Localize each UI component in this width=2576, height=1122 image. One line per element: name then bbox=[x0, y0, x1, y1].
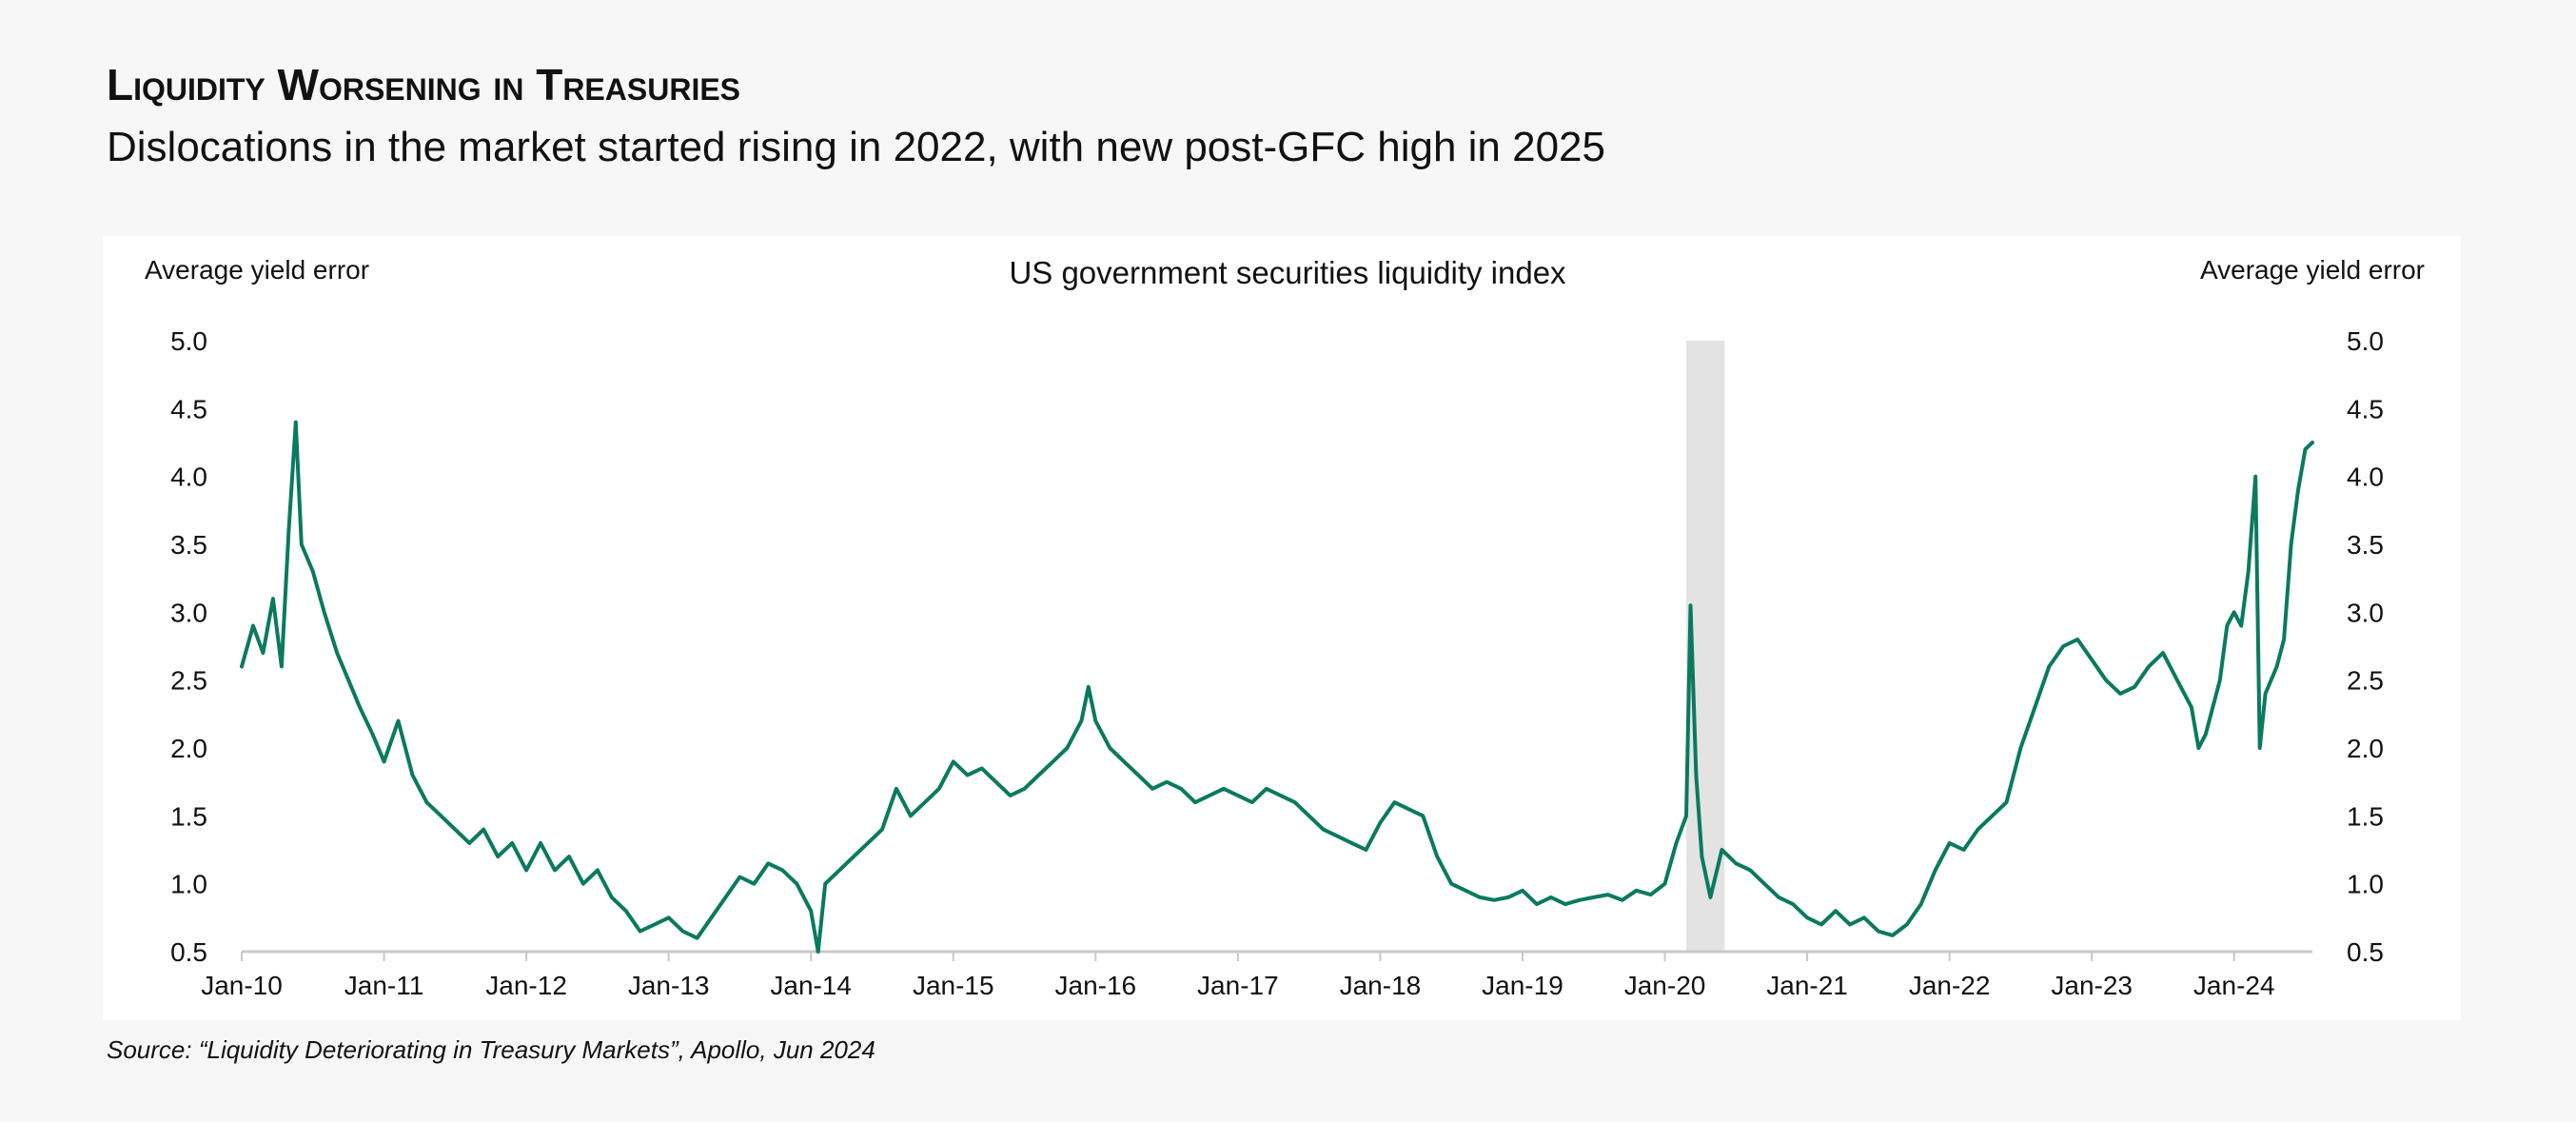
y-tick-label-right: 1.0 bbox=[2347, 870, 2384, 899]
y-tick-label-right: 3.5 bbox=[2347, 530, 2384, 560]
x-tick-label: Jan-24 bbox=[2193, 971, 2275, 1000]
right-axis-label: Average yield error bbox=[2200, 255, 2425, 285]
x-tick-label: Jan-21 bbox=[1766, 971, 1848, 1000]
y-tick-label-right: 2.0 bbox=[2347, 734, 2384, 763]
y-tick-label-left: 1.0 bbox=[170, 870, 207, 899]
y-tick-label-right: 0.5 bbox=[2347, 937, 2384, 967]
chart-panel: Average yield error US government securi… bbox=[103, 236, 2461, 1020]
chart-title: US government securities liquidity index bbox=[1009, 255, 1566, 290]
plot-area: 5.0 5.0 4.5 4.5 4.0 4.0 3.5 3.5 3.0 3.0 2.5 2.5 2.0 2… bbox=[170, 326, 2384, 1000]
source-note: Source: “Liquidity Deteriorating in Trea… bbox=[107, 1035, 875, 1064]
x-tick-label: Jan-14 bbox=[770, 971, 852, 1000]
y-tick-label-right: 1.5 bbox=[2347, 801, 2384, 831]
y-tick-label-right: 2.5 bbox=[2347, 666, 2384, 696]
left-axis-label: Average yield error bbox=[145, 255, 369, 285]
y-tick-label-right: 4.5 bbox=[2347, 394, 2384, 423]
y-tick-label-right: 5.0 bbox=[2347, 326, 2384, 356]
y-tick-label-left: 4.5 bbox=[170, 394, 207, 423]
x-tick-label: Jan-18 bbox=[1340, 971, 1422, 1000]
liquidity-chart: Average yield error US government securi… bbox=[145, 255, 2425, 1000]
y-tick-label-left: 0.5 bbox=[170, 937, 207, 967]
y-tick-label-left: 5.0 bbox=[170, 326, 207, 356]
liquidity-index-line bbox=[240, 420, 2314, 954]
y-tick-label-left: 2.0 bbox=[170, 734, 207, 763]
x-tick-label: Jan-12 bbox=[485, 971, 567, 1000]
page-subtitle: Dislocations in the market started risin… bbox=[107, 124, 1605, 170]
x-tick-label: Jan-10 bbox=[201, 971, 283, 1000]
y-tick-label-left: 2.5 bbox=[170, 666, 207, 696]
x-tick-label: Jan-23 bbox=[2051, 971, 2133, 1000]
x-tick-label: Jan-22 bbox=[1909, 971, 1991, 1000]
x-tick-label: Jan-11 bbox=[344, 971, 424, 1000]
y-tick-label-right: 4.0 bbox=[2347, 463, 2384, 492]
y-tick-label-right: 3.0 bbox=[2347, 598, 2384, 627]
y-tick-label-left: 3.5 bbox=[170, 530, 207, 560]
page-title: Liquidity Worsening in Treasuries bbox=[107, 60, 741, 109]
x-tick-label: Jan-17 bbox=[1197, 971, 1279, 1000]
x-tick-label: Jan-13 bbox=[628, 971, 710, 1000]
y-tick-label-left: 3.0 bbox=[170, 598, 207, 627]
x-tick-label: Jan-20 bbox=[1624, 971, 1706, 1000]
y-tick-label-left: 1.5 bbox=[170, 801, 207, 831]
x-tick-label: Jan-19 bbox=[1482, 971, 1563, 1000]
y-tick-label-left: 4.0 bbox=[170, 463, 207, 492]
x-tick-label: Jan-15 bbox=[913, 971, 994, 1000]
x-tick-label: Jan-16 bbox=[1055, 971, 1137, 1000]
